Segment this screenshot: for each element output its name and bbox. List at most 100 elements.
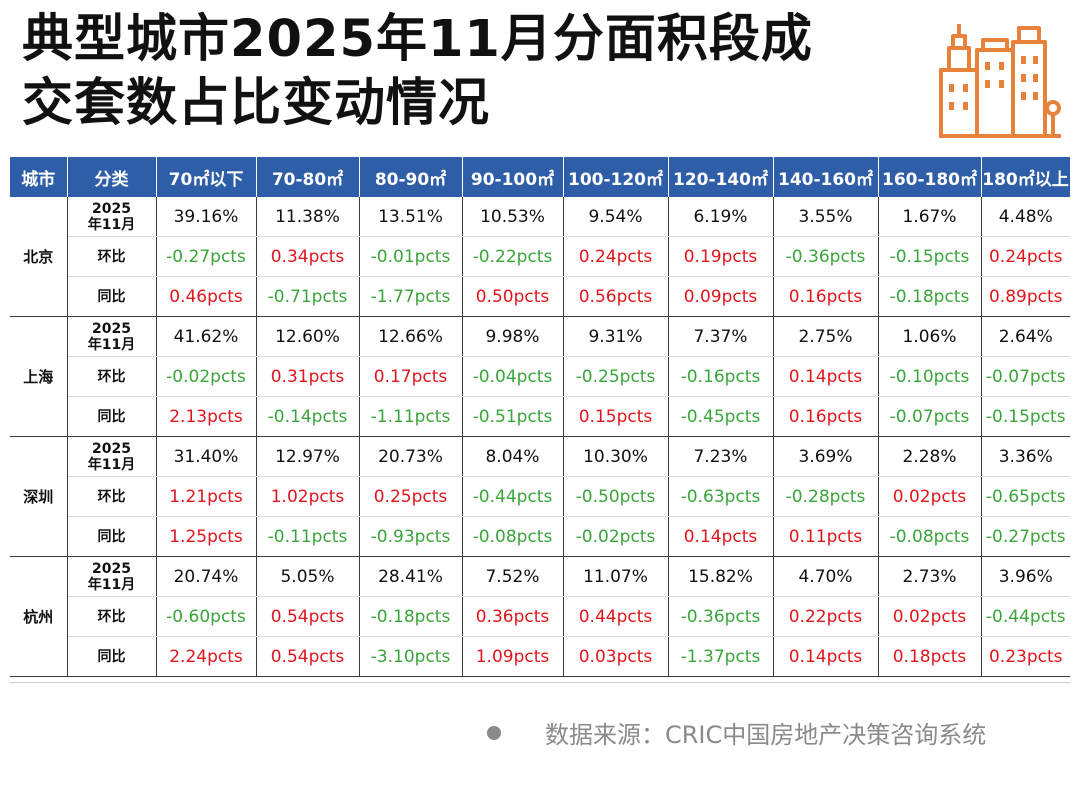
yoy-cell: 1.25pcts [156,516,257,557]
share-cell: 11.38% [256,197,360,237]
mom-cell: -0.65pcts [981,476,1070,517]
yoy-cell: -0.07pcts [878,396,982,437]
mom-cell: -0.25pcts [563,356,669,397]
table-row: 北京 2025 年11月 39.16% 11.38% 13.51% 10.53% 9.54% 6… [10,197,1070,317]
yoy-cell: 0.09pcts [668,276,774,317]
mom-cell: -0.22pcts [462,236,564,277]
mom-cell: -0.44pcts [981,596,1070,637]
table-row: 环比 -0.02pcts 0.31pcts 0.17pcts -0.04pcts -0.2… [10,356,1070,397]
row-category-line: 年11月 [87,576,136,593]
col-header: 90-100㎡ [462,157,564,197]
share-cell: 28.41% [359,556,463,597]
mom-cell: -0.15pcts [878,236,982,277]
yoy-cell: -0.08pcts [462,516,564,557]
yoy-cell: 0.56pcts [563,276,669,317]
table-row: 环比 1.21pcts 1.02pcts 0.25pcts -0.44pcts -0.50… [10,476,1070,517]
col-header: 160-180㎡ [878,157,982,197]
title-line-1: 典型城市2025年11月分面积段成 [22,10,813,69]
share-cell: 9.31% [563,316,669,357]
yoy-cell: 0.16pcts [773,276,879,317]
row-category-line: 年11月 [87,456,136,473]
yoy-cell: -0.71pcts [256,276,360,317]
share-cell: 2.73% [878,556,982,597]
data-source: 数据来源：CRIC中国房地产决策咨询系统 [545,721,987,749]
col-header: 120-140㎡ [668,157,774,197]
yoy-cell: -0.27pcts [981,516,1070,557]
share-cell: 8.04% [462,436,564,477]
table-row: 同比 2.13pcts -0.14pcts -1.11pcts -0.51pcts 0.1… [10,396,1070,437]
mom-cell: 1.02pcts [256,476,360,517]
share-cell: 3.69% [773,436,879,477]
row-category-line: 2025 [92,560,131,577]
col-header: 70-80㎡ [256,157,360,197]
mom-cell: -0.04pcts [462,356,564,397]
mom-cell: 0.25pcts [359,476,463,517]
mom-cell: -0.18pcts [359,596,463,637]
mom-cell: -0.50pcts [563,476,669,517]
share-cell: 2.75% [773,316,879,357]
row-category: 同比 [67,276,157,317]
city-buildings-icon [939,24,1061,138]
yoy-cell: 0.15pcts [563,396,669,437]
row-category: 同比 [67,396,157,437]
share-cell: 12.60% [256,316,360,357]
yoy-cell: -3.10pcts [359,636,463,677]
share-cell: 9.54% [563,197,669,237]
table-row: 同比 2.24pcts 0.54pcts -3.10pcts 1.09pcts 0.03p… [10,636,1070,677]
row-category: 2025 年11月 [67,197,157,237]
share-cell: 39.16% [156,197,257,237]
share-cell: 7.23% [668,436,774,477]
row-category: 同比 [67,636,157,677]
yoy-cell: 0.14pcts [668,516,774,557]
data-table: 城市 分类 70㎡以下 70-80㎡ 80-90㎡ 90-100㎡ 100-12… [10,157,1071,677]
mom-cell: 0.02pcts [878,476,982,517]
row-category-line: 年11月 [87,216,136,233]
yoy-cell: -0.15pcts [981,396,1070,437]
yoy-cell: 1.09pcts [462,636,564,677]
mom-cell: -0.60pcts [156,596,257,637]
city-name: 北京 [10,197,68,317]
yoy-cell: 0.14pcts [773,636,879,677]
mom-cell: -0.28pcts [773,476,879,517]
mom-cell: 0.22pcts [773,596,879,637]
share-cell: 3.55% [773,197,879,237]
share-cell: 31.40% [156,436,257,477]
share-cell: 10.30% [563,436,669,477]
yoy-cell: -1.37pcts [668,636,774,677]
row-category-line: 2025 [92,320,131,337]
yoy-cell: -0.14pcts [256,396,360,437]
row-category-line: 年11月 [87,336,136,353]
yoy-cell: -0.02pcts [563,516,669,557]
col-header: 分类 [67,157,157,197]
col-header: 140-160㎡ [773,157,879,197]
share-cell: 11.07% [563,556,669,597]
share-cell: 4.70% [773,556,879,597]
yoy-cell: 0.03pcts [563,636,669,677]
table-row: 深圳 2025 年11月 31.40% 12.97% 20.73% 8.04% 10.30% 7… [10,436,1070,557]
row-category-line: 2025 [92,440,131,457]
mom-cell: 0.24pcts [563,236,669,277]
yoy-cell: 0.89pcts [981,276,1070,317]
share-cell: 3.96% [981,556,1070,597]
share-cell: 2.64% [981,316,1070,357]
mom-cell: -0.16pcts [668,356,774,397]
share-cell: 20.73% [359,436,463,477]
mom-cell: 0.36pcts [462,596,564,637]
share-cell: 4.48% [981,197,1070,237]
mom-cell: 0.17pcts [359,356,463,397]
table-body: 北京 2025 年11月 39.16% 11.38% 13.51% 10.53% 9.54% 6… [10,197,1070,677]
mom-cell: 0.44pcts [563,596,669,637]
col-header: 180㎡以上 [981,157,1071,197]
mom-cell: -0.36pcts [773,236,879,277]
yoy-cell: 0.50pcts [462,276,564,317]
yoy-cell: -1.77pcts [359,276,463,317]
table-row: 同比 1.25pcts -0.11pcts -0.93pcts -0.08pcts -0.… [10,516,1070,557]
share-cell: 3.36% [981,436,1070,477]
share-cell: 12.66% [359,316,463,357]
share-cell: 9.98% [462,316,564,357]
row-category: 同比 [67,516,157,557]
col-header: 100-120㎡ [563,157,669,197]
col-header: 城市 [10,157,68,197]
row-category: 环比 [67,596,157,637]
row-category-line: 2025 [92,200,131,217]
